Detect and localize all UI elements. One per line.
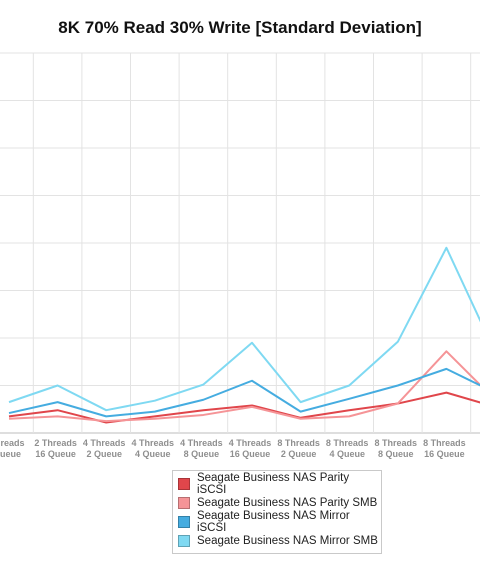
legend-swatch xyxy=(178,515,190,528)
x-tick-label: 4 Threads xyxy=(132,438,175,448)
legend-item[interactable]: Seagate Business NAS Mirror SMB xyxy=(173,531,381,550)
legend-swatch xyxy=(178,534,190,547)
x-tick-label: 4 Threads xyxy=(83,438,126,448)
series-line-1 xyxy=(8,391,480,424)
x-tick-label: 4 Threads xyxy=(229,438,272,448)
x-tick-label: 8 Queue xyxy=(184,449,220,459)
legend-label: Seagate Business NAS Parity iSCSI xyxy=(196,471,350,496)
x-tick-label: 8 Threads xyxy=(326,438,369,448)
x-tick-label: 4 Queue xyxy=(135,449,171,459)
series-line-2 xyxy=(8,350,480,423)
x-tick-label: 16 Queue xyxy=(424,449,465,459)
legend-swatch xyxy=(178,496,190,509)
x-tick-label: 4 Threads xyxy=(180,438,223,448)
legend-swatch xyxy=(178,477,190,490)
chart-title: 8K 70% Read 30% Write [Standard Deviatio… xyxy=(58,18,422,37)
x-tick-label: 8 Queue xyxy=(378,449,414,459)
x-tick-label: 8 Threads xyxy=(423,438,466,448)
x-tick-label: 2 Queue xyxy=(281,449,317,459)
legend-label: Seagate Business NAS Mirror iSCSI xyxy=(196,509,350,534)
legend-item[interactable]: Seagate Business NAS Mirror iSCSI xyxy=(173,509,381,534)
x-tick-label: 2 Threads xyxy=(34,438,77,448)
chart-legend: Seagate Business NAS Parity iSCSI Seagate… xyxy=(172,470,382,554)
legend-item[interactable]: Seagate Business NAS Parity iSCSI xyxy=(173,471,381,496)
x-tick-label: Queue xyxy=(0,449,21,459)
x-tick-label: 4 Queue xyxy=(329,449,365,459)
legend-label: Seagate Business NAS Mirror SMB xyxy=(197,534,378,547)
legend-label: Seagate Business NAS Parity SMB xyxy=(197,496,378,509)
x-tick-label: 16 Queue xyxy=(35,449,76,459)
x-tick-label: 8 Threads xyxy=(375,438,418,448)
series-line-4 xyxy=(8,246,480,412)
x-tick-label: Threads xyxy=(0,438,25,448)
legend-item[interactable]: Seagate Business NAS Parity SMB xyxy=(173,493,381,512)
x-tick-label: 2 Queue xyxy=(86,449,122,459)
series-line-3 xyxy=(8,367,480,418)
x-tick-label: 8 Threads xyxy=(277,438,320,448)
x-tick-label: 16 Queue xyxy=(230,449,271,459)
